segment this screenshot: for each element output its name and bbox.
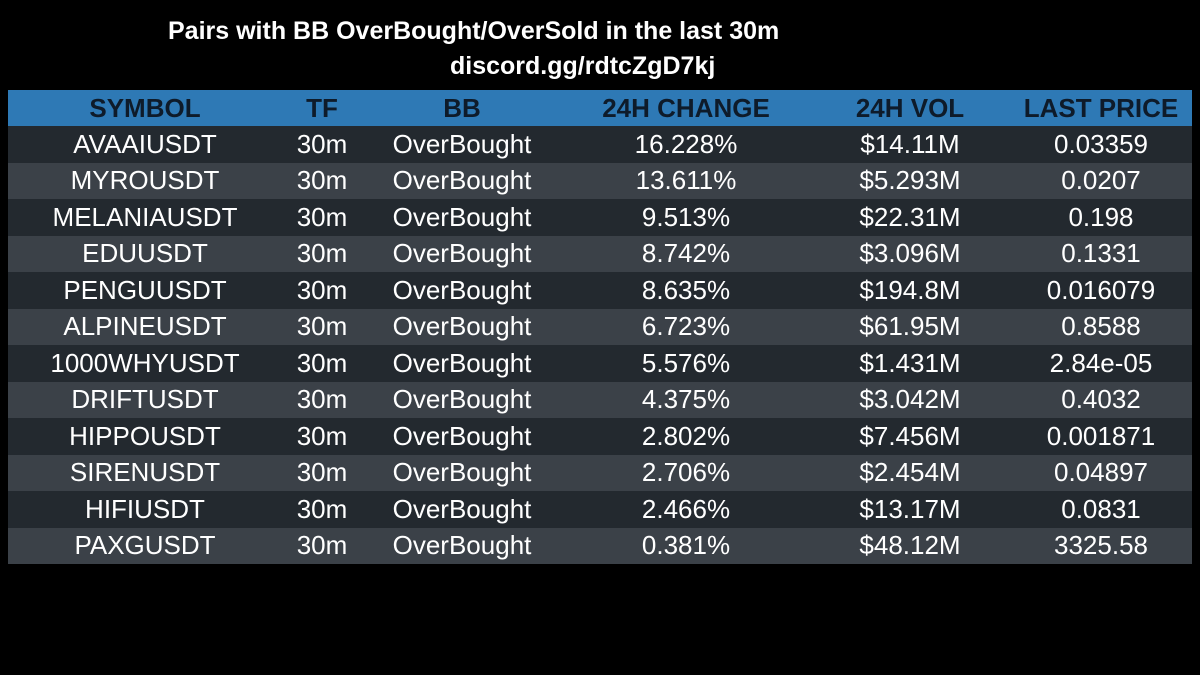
cell-24h-vol: $14.11M <box>810 126 1010 163</box>
cell-24h-vol: $48.12M <box>810 527 1010 564</box>
cell-last-price: 0.4032 <box>1010 381 1192 418</box>
cell-24h-change: 2.706% <box>562 454 810 491</box>
pairs-table: SYMBOL TF BB 24H CHANGE 24H VOL LAST PRI… <box>8 90 1192 564</box>
cell-24h-change: 4.375% <box>562 381 810 418</box>
column-header-last-price: LAST PRICE <box>1010 90 1192 126</box>
cell-last-price: 0.03359 <box>1010 126 1192 163</box>
cell-24h-vol: $5.293M <box>810 162 1010 199</box>
table-row: PAXGUSDT 30m OverBought 0.381% $48.12M 3325.5… <box>8 527 1192 564</box>
cell-tf: 30m <box>282 418 362 455</box>
cell-bb: OverBought <box>362 308 562 345</box>
table-row: ALPINEUSDT 30m OverBought 6.723% $61.95M 0.85… <box>8 308 1192 345</box>
cell-24h-vol: $22.31M <box>810 199 1010 236</box>
cell-24h-change: 16.228% <box>562 126 810 163</box>
cell-tf: 30m <box>282 381 362 418</box>
cell-symbol: HIFIUSDT <box>8 491 282 528</box>
cell-24h-change: 8.742% <box>562 235 810 272</box>
table-body: AVAAIUSDT 30m OverBought 16.228% $14.11M 0.03… <box>8 126 1192 564</box>
column-header-24h-change: 24H CHANGE <box>562 90 810 126</box>
table-row: MYROUSDT 30m OverBought 13.611% $5.293M 0.020… <box>8 162 1192 199</box>
cell-tf: 30m <box>282 454 362 491</box>
table-row: EDUUSDT 30m OverBought 8.742% $3.096M 0.1331 <box>8 235 1192 272</box>
discord-link-text: discord.gg/rdtcZgD7kj <box>450 52 716 80</box>
cell-tf: 30m <box>282 235 362 272</box>
cell-tf: 30m <box>282 199 362 236</box>
cell-24h-vol: $13.17M <box>810 491 1010 528</box>
cell-symbol: MELANIAUSDT <box>8 199 282 236</box>
cell-tf: 30m <box>282 527 362 564</box>
cell-symbol: 1000WHYUSDT <box>8 345 282 382</box>
cell-tf: 30m <box>282 126 362 163</box>
cell-symbol: DRIFTUSDT <box>8 381 282 418</box>
page-title: Pairs with BB OverBought/OverSold in the… <box>168 17 780 45</box>
column-header-symbol: SYMBOL <box>8 90 282 126</box>
cell-bb: OverBought <box>362 199 562 236</box>
cell-last-price: 0.0831 <box>1010 491 1192 528</box>
cell-symbol: PAXGUSDT <box>8 527 282 564</box>
cell-last-price: 0.8588 <box>1010 308 1192 345</box>
cell-last-price: 2.84e-05 <box>1010 345 1192 382</box>
cell-tf: 30m <box>282 491 362 528</box>
cell-last-price: 0.0207 <box>1010 162 1192 199</box>
cell-bb: OverBought <box>362 381 562 418</box>
cell-bb: OverBought <box>362 345 562 382</box>
table-row: 1000WHYUSDT 30m OverBought 5.576% $1.431M 2.8… <box>8 345 1192 382</box>
column-header-24h-vol: 24H VOL <box>810 90 1010 126</box>
cell-24h-change: 8.635% <box>562 272 810 309</box>
table-row: DRIFTUSDT 30m OverBought 4.375% $3.042M 0.403… <box>8 381 1192 418</box>
cell-last-price: 0.016079 <box>1010 272 1192 309</box>
cell-24h-change: 9.513% <box>562 199 810 236</box>
cell-symbol: ALPINEUSDT <box>8 308 282 345</box>
cell-tf: 30m <box>282 162 362 199</box>
cell-24h-vol: $61.95M <box>810 308 1010 345</box>
table-row: PENGUUSDT 30m OverBought 8.635% $194.8M 0.016… <box>8 272 1192 309</box>
table-header-row: SYMBOL TF BB 24H CHANGE 24H VOL LAST PRI… <box>8 90 1192 126</box>
table-row: HIPPOUSDT 30m OverBought 2.802% $7.456M 0.001… <box>8 418 1192 455</box>
column-header-bb: BB <box>362 90 562 126</box>
cell-24h-vol: $3.096M <box>810 235 1010 272</box>
cell-24h-change: 2.802% <box>562 418 810 455</box>
table-row: SIRENUSDT 30m OverBought 2.706% $2.454M 0.048… <box>8 454 1192 491</box>
cell-last-price: 3325.58 <box>1010 527 1192 564</box>
cell-last-price: 0.1331 <box>1010 235 1192 272</box>
cell-24h-change: 5.576% <box>562 345 810 382</box>
cell-24h-vol: $3.042M <box>810 381 1010 418</box>
table-row: HIFIUSDT 30m OverBought 2.466% $13.17M 0.0831 <box>8 491 1192 528</box>
cell-bb: OverBought <box>362 272 562 309</box>
cell-24h-vol: $7.456M <box>810 418 1010 455</box>
cell-24h-change: 6.723% <box>562 308 810 345</box>
cell-24h-change: 2.466% <box>562 491 810 528</box>
cell-tf: 30m <box>282 308 362 345</box>
cell-bb: OverBought <box>362 418 562 455</box>
cell-bb: OverBought <box>362 454 562 491</box>
cell-symbol: HIPPOUSDT <box>8 418 282 455</box>
cell-bb: OverBought <box>362 527 562 564</box>
cell-symbol: SIRENUSDT <box>8 454 282 491</box>
cell-last-price: 0.001871 <box>1010 418 1192 455</box>
cell-bb: OverBought <box>362 162 562 199</box>
column-header-tf: TF <box>282 90 362 126</box>
cell-24h-vol: $194.8M <box>810 272 1010 309</box>
cell-last-price: 0.198 <box>1010 199 1192 236</box>
cell-24h-change: 13.611% <box>562 162 810 199</box>
table-row: AVAAIUSDT 30m OverBought 16.228% $14.11M 0.03… <box>8 126 1192 163</box>
cell-bb: OverBought <box>362 235 562 272</box>
table-row: MELANIAUSDT 30m OverBought 9.513% $22.31M 0.1… <box>8 199 1192 236</box>
cell-tf: 30m <box>282 272 362 309</box>
cell-symbol: AVAAIUSDT <box>8 126 282 163</box>
cell-symbol: MYROUSDT <box>8 162 282 199</box>
cell-bb: OverBought <box>362 491 562 528</box>
cell-symbol: PENGUUSDT <box>8 272 282 309</box>
cell-symbol: EDUUSDT <box>8 235 282 272</box>
cell-bb: OverBought <box>362 126 562 163</box>
cell-24h-vol: $1.431M <box>810 345 1010 382</box>
cell-24h-change: 0.381% <box>562 527 810 564</box>
cell-24h-vol: $2.454M <box>810 454 1010 491</box>
cell-tf: 30m <box>282 345 362 382</box>
cell-last-price: 0.04897 <box>1010 454 1192 491</box>
